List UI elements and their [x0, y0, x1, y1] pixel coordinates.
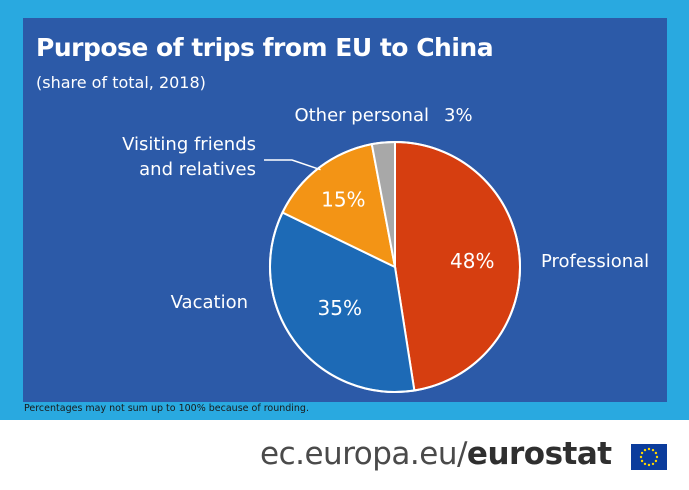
value-label-visiting-friends: 15%	[321, 187, 365, 211]
flag-star	[654, 459, 658, 463]
category-label-visiting-friends-line1: Visiting friends	[122, 134, 256, 155]
eurostat-link[interactable]: ec.europa.eu/eurostat	[260, 436, 612, 472]
flag-star	[639, 455, 643, 459]
pie-chart: 48% 35% 15% 3% Professional Vacation Visiting …	[122, 105, 649, 393]
flag-star	[647, 447, 651, 451]
footnote: Percentages may not sum up to 100% becau…	[24, 403, 309, 414]
category-label-professional: Professional	[541, 251, 649, 272]
flag-star	[643, 462, 647, 466]
eu-flag-icon	[631, 444, 667, 470]
category-label-visiting-friends-line2: and relatives	[139, 159, 256, 180]
flag-star	[654, 451, 658, 455]
value-label-vacation: 35%	[318, 296, 362, 320]
value-label-professional: 48%	[450, 249, 494, 273]
flag-star	[643, 448, 647, 452]
value-label-other-personal: 3%	[444, 105, 473, 126]
chart-title: Purpose of trips from EU to China	[36, 33, 494, 62]
chart-subtitle: (share of total, 2018)	[36, 73, 206, 92]
flag-star	[647, 463, 651, 467]
flag-star	[651, 462, 655, 466]
pie-outline	[269, 141, 521, 393]
flag-star	[651, 448, 655, 452]
category-label-vacation: Vacation	[171, 292, 248, 313]
domain-text: ec.europa.eu/	[260, 436, 467, 472]
flag-star	[640, 451, 644, 455]
flag-star	[640, 459, 644, 463]
brand-text: eurostat	[466, 436, 612, 472]
flag-star	[655, 455, 659, 459]
leader-line-visiting-friends	[264, 159, 321, 171]
category-label-other-personal: Other personal	[294, 105, 429, 126]
